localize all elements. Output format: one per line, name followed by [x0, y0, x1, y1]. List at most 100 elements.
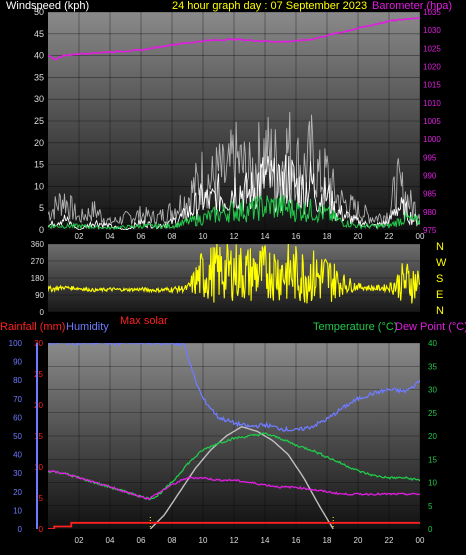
temp-x-tick: 14 — [261, 536, 270, 545]
wind-tick-label: 35 — [34, 72, 44, 82]
baro-tick-label: 1010 — [423, 99, 441, 108]
rain-tick: 30 — [34, 339, 43, 348]
barometer-axis-label: Barometer (hpa) — [372, 0, 452, 12]
barometer-line — [48, 17, 420, 61]
temp-tick: 5 — [428, 502, 433, 511]
humidity-tick: 70 — [13, 395, 22, 404]
wind-tick-label: 45 — [34, 29, 44, 39]
baro-tick-label: 1005 — [423, 117, 441, 126]
temp-tick: 15 — [428, 455, 437, 464]
baro-tick-label: 1000 — [423, 135, 441, 144]
temp-x-tick: 22 — [385, 536, 394, 545]
wind-tick-label: 40 — [34, 51, 44, 61]
wind-tick-label: 30 — [34, 94, 44, 104]
max-solar-curve — [149, 425, 334, 529]
rainfall-line — [48, 521, 420, 529]
compass-label: N — [436, 241, 444, 253]
temp-x-tick: 00 — [416, 536, 425, 545]
humidity-tick: 10 — [13, 506, 22, 515]
compass-label: S — [436, 273, 443, 285]
temp-grid — [48, 342, 421, 530]
gust-line — [48, 111, 420, 227]
wind-x-tick: 06 — [137, 232, 146, 241]
wind-x-tick: 18 — [323, 232, 332, 241]
humidity-tick: 100 — [9, 339, 23, 348]
rain-tick: 25 — [34, 370, 43, 379]
wind-grid — [48, 11, 421, 231]
temp-x-tick: 08 — [168, 536, 177, 545]
temp-series-group — [48, 343, 420, 529]
wind-x-tick: 08 — [168, 232, 177, 241]
temp-x-tick: 06 — [137, 536, 146, 545]
dewpoint-line — [48, 470, 420, 501]
wind-tick-label: 20 — [34, 138, 44, 148]
baro-tick-label: 995 — [423, 153, 437, 162]
humidity-tick: 40 — [13, 451, 22, 460]
direction-tick: 270 — [31, 257, 45, 266]
wind-tick-label: 0 — [39, 225, 44, 235]
wind-tick-label: 15 — [34, 160, 44, 170]
dewpoint-axis-label: Dew Point (°C) — [395, 321, 466, 333]
humidity-tick: 80 — [13, 376, 22, 385]
rain-tick: 15 — [34, 432, 43, 441]
temp-x-tick: 16 — [292, 536, 301, 545]
humidity-tick: 50 — [13, 432, 22, 441]
temp-x-tick: 04 — [106, 536, 115, 545]
wind-x-tick: 02 — [75, 232, 84, 241]
temp-x-tick: 12 — [230, 536, 239, 545]
temp-tick: 10 — [428, 479, 437, 488]
windspeed-line — [48, 154, 420, 230]
wind-tick-label: 10 — [34, 181, 44, 191]
rain-tick: 20 — [34, 401, 43, 410]
baro-tick-label: 1015 — [423, 81, 441, 90]
temp-tick: 0 — [428, 525, 433, 534]
baro-tick-label: 1025 — [423, 44, 441, 53]
compass-label: W — [436, 257, 447, 269]
wind-direction-line — [48, 244, 420, 304]
temp-tick: 40 — [428, 339, 437, 348]
max-solar-label: Max solar — [120, 315, 168, 327]
humidity-tick: 90 — [13, 358, 22, 367]
temp-x-tick-labels: 02 04 06 08 10 12 14 16 18 20 22 00 — [75, 536, 425, 545]
wind-series-group — [48, 17, 420, 230]
average-wind-line — [48, 195, 420, 230]
temperature-axis-label: Temperature (°C) — [313, 321, 397, 333]
wind-x-tick: 10 — [199, 232, 208, 241]
baro-tick-label: 985 — [423, 190, 437, 199]
wind-left-tick-labels: 0 5 10 15 20 25 30 35 40 45 50 — [34, 7, 44, 235]
temp-x-tick: 20 — [354, 536, 363, 545]
wind-tick-label: 50 — [34, 7, 44, 17]
direction-tick: 360 — [31, 240, 45, 249]
wind-tick-label: 25 — [34, 116, 44, 126]
humidity-tick: 30 — [13, 469, 22, 478]
temp-tick-labels: 0 5 10 15 20 25 30 35 40 — [428, 339, 437, 534]
baro-right-tick-labels: 975 980 985 990 995 1000 1005 1010 1015 1020 1025 1… — [423, 8, 441, 235]
humidity-tick: 20 — [13, 488, 22, 497]
direction-tick: 90 — [35, 291, 44, 300]
humidity-line — [48, 343, 420, 432]
wind-x-tick: 00 — [416, 232, 425, 241]
wind-x-tick: 14 — [261, 232, 270, 241]
temp-tick: 30 — [428, 386, 437, 395]
temp-tick: 20 — [428, 432, 437, 441]
temp-x-tick: 02 — [75, 536, 84, 545]
rainfall-axis-label: Rainfall (mm) — [0, 321, 65, 333]
rain-tick: 5 — [39, 494, 44, 503]
rain-tick: 10 — [34, 463, 43, 472]
direction-series-group — [48, 244, 420, 304]
temp-tick: 25 — [428, 409, 437, 418]
humidity-tick: 0 — [18, 525, 23, 534]
windspeed-axis-label: Windspeed (kph) — [6, 0, 89, 12]
wind-x-tick: 16 — [292, 232, 301, 241]
compass-label: N — [436, 305, 444, 317]
direction-tick: 180 — [31, 274, 45, 283]
rain-tick-labels: 0 5 10 15 20 25 30 — [34, 339, 43, 534]
baro-tick-label: 1030 — [423, 26, 441, 35]
baro-tick-label: 1035 — [423, 8, 441, 17]
direction-tick: 0 — [40, 308, 45, 317]
baro-tick-label: 990 — [423, 172, 437, 181]
